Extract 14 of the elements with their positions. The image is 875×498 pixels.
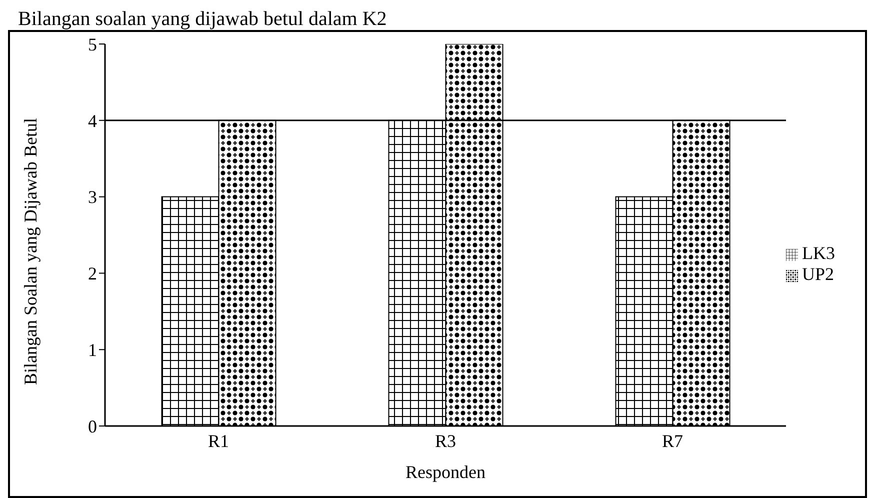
x-tick-label: R3 (434, 430, 456, 451)
y-tick-label: 1 (88, 340, 97, 360)
x-axis-title: Responden (406, 462, 486, 482)
y-tick-label: 5 (88, 34, 97, 54)
legend-label: UP2 (802, 264, 834, 284)
legend-label: LK3 (802, 243, 835, 263)
y-axis-title: Bilangan Soalan yang Dijawab Betul (20, 118, 40, 385)
x-tick-label: R1 (208, 430, 230, 451)
chart-title: Bilangan soalan yang dijawab betul dalam K2 (17, 8, 388, 30)
x-tick-label: R7 (662, 430, 684, 451)
y-tick-label: 0 (88, 416, 97, 436)
y-tick-label: 3 (88, 187, 97, 208)
y-tick-label: 4 (88, 110, 97, 131)
y-tick-label: 2 (88, 264, 97, 284)
